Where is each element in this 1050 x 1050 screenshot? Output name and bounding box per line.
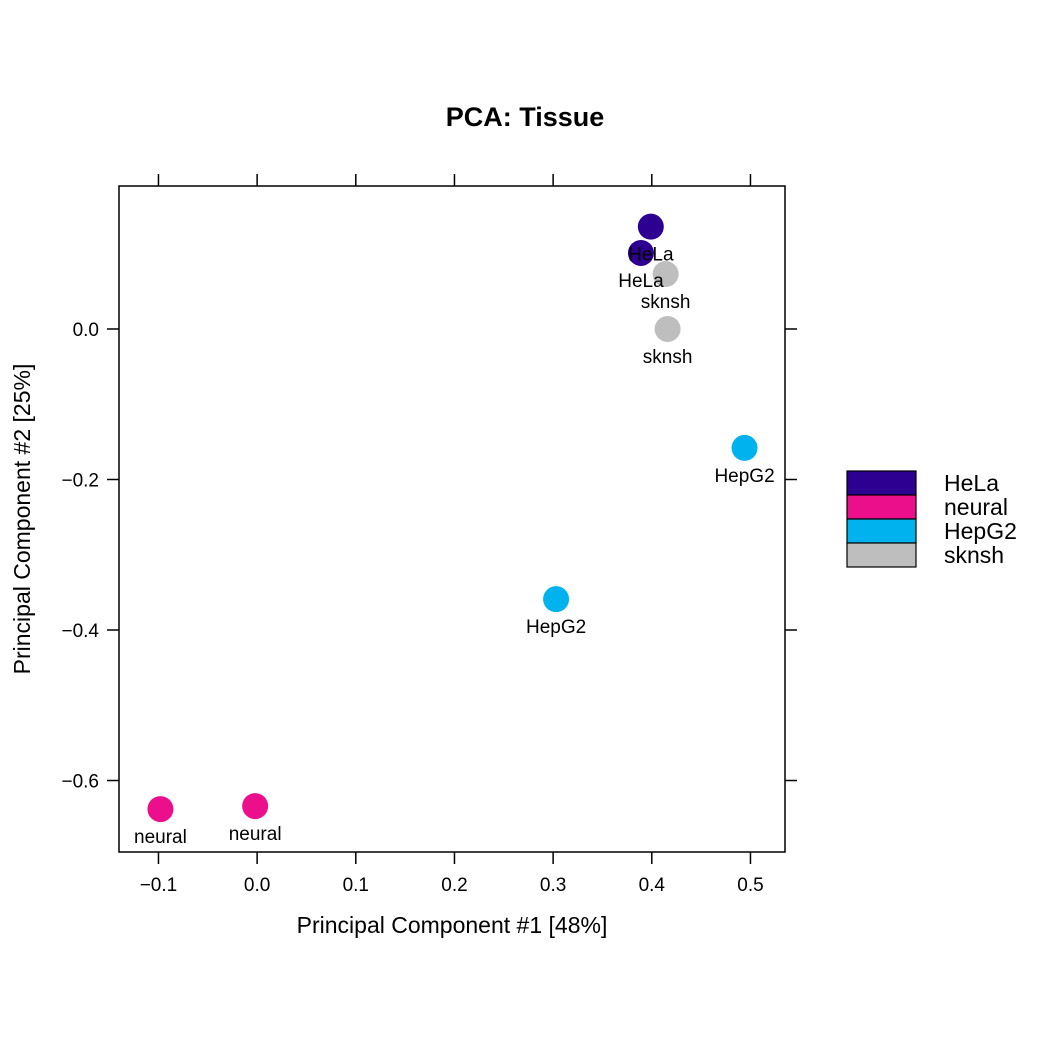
x-axis: −0.1 0.0 0.1 0.2 0.3 0.4 0.5 [140,174,764,896]
point-label: neural [134,827,187,848]
x-tick-label: 0.3 [540,875,566,896]
x-tick-label: 0.0 [244,875,270,896]
y-tick-label: −0.2 [61,470,99,491]
point-label: neural [229,824,282,845]
point-hela [637,213,664,240]
point-sknsh [652,261,679,288]
chart-title: PCA: Tissue [446,102,605,132]
data-points [147,213,758,823]
legend-swatch [846,518,917,544]
point-hela [627,239,654,266]
legend-label: sknsh [944,542,1004,568]
point-label: sknsh [641,292,691,313]
point-hepg2 [731,434,758,461]
y-tick-label: 0.0 [73,320,99,341]
x-tick-label: −0.1 [140,875,178,896]
point-neural [147,796,174,823]
point-label: HepG2 [714,466,774,487]
legend-swatch [846,470,917,496]
legend-swatch [846,542,917,568]
x-tick-label: 0.5 [737,875,763,896]
plot-frame [118,185,786,853]
x-tick-label: 0.2 [441,875,467,896]
point-label: HeLa [618,271,664,292]
point-label: HepG2 [526,617,586,638]
point-label: sknsh [643,347,693,368]
point-sknsh [654,315,681,342]
x-axis-label: Principal Component #1 [48%] [297,912,608,938]
point-label: HeLa [628,245,674,266]
point-labels: HeLa HeLa neural neural HepG2 HepG2 sknsh sknsh [134,245,775,848]
legend-label: HeLa [944,470,999,496]
legend-label: neural [944,494,1008,520]
legend-swatch [846,494,917,520]
legend-label: HepG2 [944,518,1017,544]
y-axis-label: Principal Component #2 [25%] [9,364,35,675]
x-tick-label: 0.1 [343,875,369,896]
point-neural [242,793,269,820]
x-tick-label: 0.4 [639,875,666,896]
point-hepg2 [543,586,570,613]
y-axis: 0.0 −0.2 −0.4 −0.6 [61,320,797,793]
y-tick-label: −0.6 [61,772,99,793]
y-tick-label: −0.4 [61,621,99,642]
